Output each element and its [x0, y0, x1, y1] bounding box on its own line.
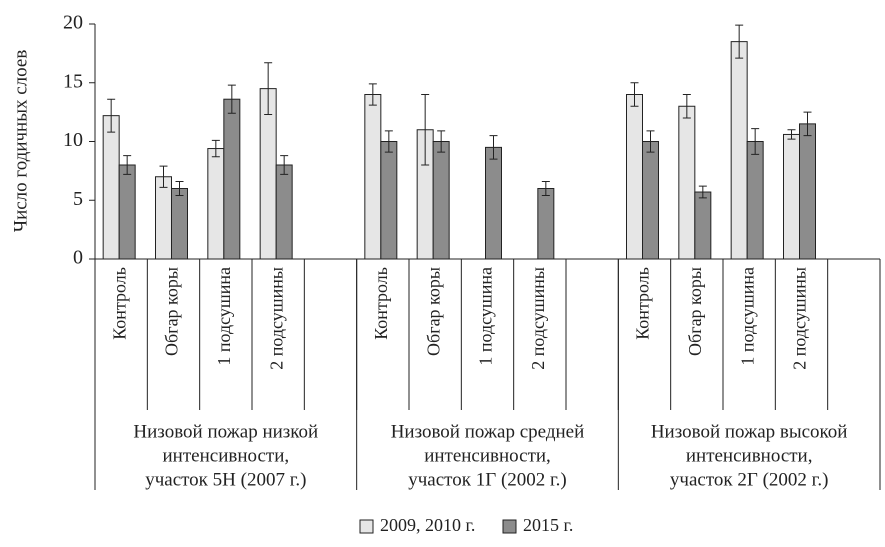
error-bar	[735, 24, 744, 59]
error-bar	[107, 98, 116, 133]
y-tick-label: 0	[73, 247, 83, 269]
group-label: участок 5Н (2007 г.)	[145, 469, 306, 490]
bar	[364, 94, 382, 260]
legend-swatch	[502, 519, 517, 534]
error-bar	[368, 83, 377, 106]
group-label: Низовой пожар высокой	[651, 421, 848, 442]
error-bar	[175, 180, 184, 197]
error-bar	[159, 165, 168, 188]
group-label: Низовой пожар средней	[391, 421, 585, 442]
bar	[537, 188, 555, 260]
y-axis-label: Число годичных слоев	[10, 50, 31, 233]
group-label: интенсивности,	[163, 445, 290, 466]
bar	[380, 141, 398, 260]
x-tick-label: Обгар коры	[162, 267, 182, 356]
error-bar	[646, 130, 655, 153]
error-bar	[280, 155, 289, 175]
error-bar	[421, 94, 430, 166]
legend-label: 2015 г.	[523, 515, 573, 535]
error-bar	[698, 185, 707, 199]
y-tick-label: 20	[63, 12, 83, 34]
y-tick-label: 5	[73, 188, 83, 210]
error-bar	[489, 135, 498, 160]
x-tick-label: Контроль	[109, 267, 129, 340]
x-tick-label: 2 подсушины	[528, 267, 548, 370]
bar	[485, 146, 502, 260]
bar	[223, 98, 241, 260]
group-label: интенсивности,	[686, 445, 813, 466]
group-label: Низовой пожар низкой	[133, 421, 318, 442]
error-bar	[227, 84, 236, 114]
bar	[642, 141, 659, 260]
error-bar	[803, 111, 812, 137]
error-bar	[787, 129, 796, 140]
error-bar	[211, 139, 220, 158]
x-tick-label: 1 подсушина	[214, 267, 234, 366]
bar	[783, 133, 800, 260]
y-tick-label: 15	[63, 70, 83, 92]
x-tick-label: 1 подсушина	[737, 267, 757, 366]
bar	[694, 191, 712, 260]
bar	[746, 141, 764, 260]
legend-label: 2009, 2010 г.	[380, 515, 475, 535]
bar	[118, 164, 136, 260]
x-tick-label: 1 подсушина	[476, 267, 496, 366]
error-bar	[123, 155, 132, 175]
error-bar	[682, 94, 691, 119]
bar	[730, 41, 748, 260]
bar	[432, 141, 450, 260]
x-tick-label: 2 подсушины	[266, 267, 286, 370]
y-tick-label: 10	[63, 129, 83, 151]
group-label: интенсивности,	[424, 445, 551, 466]
bar	[799, 123, 816, 260]
bar	[207, 148, 225, 260]
x-tick-label: 2 подсушины	[790, 267, 810, 370]
bar	[155, 176, 172, 260]
legend-swatch	[359, 519, 374, 534]
group-label: участок 2Г (2002 г.)	[670, 469, 829, 490]
x-tick-label: Обгар коры	[423, 267, 443, 356]
error-bar	[437, 130, 446, 153]
bar	[275, 164, 293, 260]
error-bar	[384, 130, 393, 153]
bar	[102, 115, 120, 260]
bar	[678, 105, 696, 260]
error-bar	[751, 128, 760, 155]
bar	[171, 188, 188, 260]
bar	[626, 94, 643, 260]
error-bar	[541, 180, 550, 197]
x-tick-label: Контроль	[371, 267, 391, 340]
x-tick-label: Обгар коры	[685, 267, 705, 356]
error-bar	[264, 62, 273, 115]
group-label: участок 1Г (2002 г.)	[408, 469, 567, 490]
error-bar	[630, 82, 639, 107]
x-tick-label: Контроль	[633, 267, 653, 340]
